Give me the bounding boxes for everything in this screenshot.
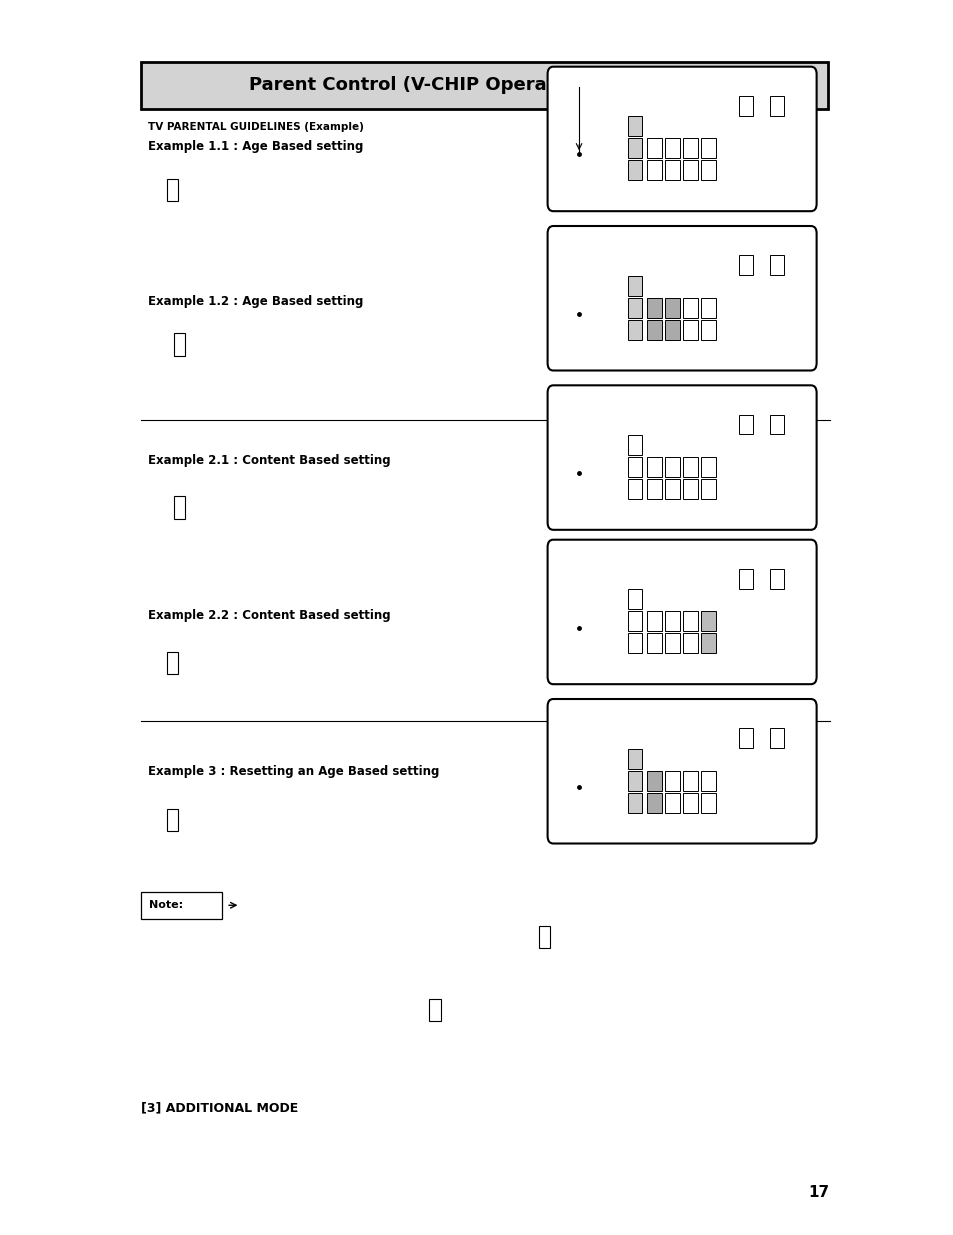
Text: Example 3 : Resetting an Age Based setting: Example 3 : Resetting an Age Based setti…	[148, 764, 438, 778]
Bar	[664, 138, 679, 158]
Bar	[141, 892, 222, 919]
Bar	[627, 275, 641, 295]
Text: Example 1.1 : Age Based setting: Example 1.1 : Age Based setting	[148, 140, 363, 153]
Bar	[769, 415, 783, 435]
Bar	[647, 138, 660, 158]
Bar	[769, 729, 783, 748]
Text: Note:: Note:	[149, 900, 183, 910]
Bar	[664, 479, 679, 499]
Bar	[664, 771, 679, 790]
Bar	[700, 479, 715, 499]
Bar	[738, 569, 752, 589]
FancyBboxPatch shape	[547, 67, 816, 211]
Bar	[627, 589, 641, 609]
Bar	[682, 161, 697, 180]
Bar	[167, 179, 178, 201]
Bar	[647, 771, 660, 790]
Bar	[738, 96, 752, 116]
Bar	[647, 479, 660, 499]
Bar	[647, 793, 660, 813]
Bar	[700, 793, 715, 813]
Bar	[700, 457, 715, 477]
Bar	[664, 298, 679, 317]
Bar	[647, 457, 660, 477]
Bar	[700, 611, 715, 631]
Bar	[682, 793, 697, 813]
Bar	[627, 161, 641, 180]
FancyBboxPatch shape	[547, 540, 816, 684]
Text: Example 2.2 : Content Based setting: Example 2.2 : Content Based setting	[148, 609, 390, 622]
Bar	[627, 611, 641, 631]
FancyBboxPatch shape	[547, 385, 816, 530]
Bar	[647, 298, 660, 317]
Bar	[627, 479, 641, 499]
Bar	[538, 926, 550, 948]
Bar	[769, 569, 783, 589]
Bar	[700, 320, 715, 340]
Bar	[647, 611, 660, 631]
Bar	[647, 161, 660, 180]
FancyBboxPatch shape	[547, 699, 816, 844]
Bar	[700, 138, 715, 158]
Bar	[627, 116, 641, 136]
Bar	[627, 634, 641, 653]
Bar	[700, 771, 715, 790]
Bar	[167, 809, 178, 831]
Bar	[167, 652, 178, 674]
Bar	[647, 320, 660, 340]
Bar	[682, 611, 697, 631]
Text: Example 2.1 : Content Based setting: Example 2.1 : Content Based setting	[148, 453, 390, 467]
Bar	[627, 793, 641, 813]
Bar	[627, 457, 641, 477]
Bar	[664, 457, 679, 477]
Bar	[627, 748, 641, 768]
Bar	[682, 634, 697, 653]
Bar	[627, 435, 641, 454]
Text: 17: 17	[807, 1186, 828, 1200]
Bar	[664, 634, 679, 653]
Bar	[173, 333, 185, 356]
Bar	[664, 611, 679, 631]
FancyBboxPatch shape	[547, 226, 816, 370]
Bar	[700, 161, 715, 180]
FancyBboxPatch shape	[141, 62, 827, 109]
Bar	[682, 320, 697, 340]
Bar	[664, 320, 679, 340]
Bar	[682, 771, 697, 790]
Bar	[738, 415, 752, 435]
Bar	[769, 96, 783, 116]
Bar	[738, 729, 752, 748]
Bar	[664, 793, 679, 813]
Text: Example 1.2 : Age Based setting: Example 1.2 : Age Based setting	[148, 294, 363, 308]
Bar	[627, 771, 641, 790]
Bar	[647, 634, 660, 653]
Text: TV PARENTAL GUIDELINES (Example): TV PARENTAL GUIDELINES (Example)	[148, 122, 363, 132]
Bar	[429, 999, 440, 1021]
Bar	[627, 138, 641, 158]
Text: [3] ADDITIONAL MODE: [3] ADDITIONAL MODE	[141, 1100, 298, 1114]
Bar	[682, 479, 697, 499]
Bar	[700, 634, 715, 653]
Text: Parent Control (V-CHIP Operation) (Continued): Parent Control (V-CHIP Operation) (Conti…	[249, 77, 720, 94]
Bar	[173, 496, 185, 519]
Bar	[664, 161, 679, 180]
Bar	[682, 138, 697, 158]
Bar	[700, 298, 715, 317]
Bar	[738, 256, 752, 275]
Bar	[627, 298, 641, 317]
Bar	[627, 320, 641, 340]
Bar	[682, 298, 697, 317]
Bar	[769, 256, 783, 275]
Bar	[682, 457, 697, 477]
